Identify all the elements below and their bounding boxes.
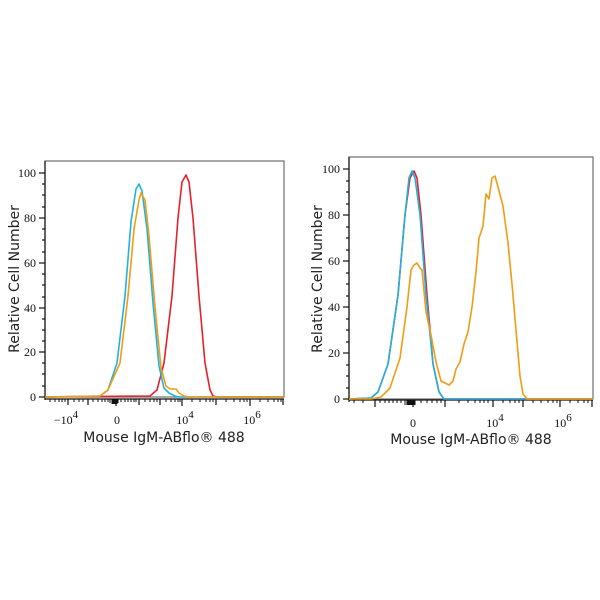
y-tick-label: 80 [328, 208, 340, 222]
right-y-tick-labels: 100 80 60 40 20 0 [322, 162, 340, 406]
y-tick-label: 40 [328, 300, 340, 314]
left-blue-curve [44, 183, 284, 398]
x-tick-label: 106 [243, 409, 261, 427]
left-x-axis [45, 398, 284, 406]
x-tick-label: 0 [114, 413, 120, 427]
y-tick-label: 60 [24, 256, 36, 270]
right-y-axis [343, 157, 350, 402]
right-x-tick-labels: 0 104 106 [410, 412, 572, 430]
left-x-axis-title: Mouse IgM-ABflo® 488 [83, 430, 244, 446]
right-x-axis [349, 399, 593, 407]
y-tick-label: 0 [334, 392, 340, 406]
x-tick-label: 104 [176, 409, 194, 427]
left-y-axis-title: Relative Cell Number [7, 205, 23, 353]
x-tick-label: 0 [410, 416, 416, 430]
right-blue-curve [348, 170, 593, 400]
right-x-axis-title: Mouse IgM-ABflo® 488 [390, 432, 551, 448]
y-tick-label: 20 [24, 345, 36, 359]
right-plot-frame [348, 156, 594, 400]
right-red-curve [348, 170, 593, 400]
y-tick-label: 0 [30, 390, 36, 404]
right-histogram-panel: 100 80 60 40 20 0 Relative Cell Number [310, 156, 594, 448]
x-tick-label: 104 [486, 412, 504, 430]
y-tick-label: 20 [328, 346, 340, 360]
left-x-minor-ticks [49, 399, 282, 404]
left-orange-curve [44, 192, 284, 398]
y-tick-label: 100 [322, 162, 340, 176]
y-tick-label: 80 [24, 211, 36, 225]
x-tick-label: 106 [554, 412, 572, 430]
right-x-minor-ticks [353, 400, 589, 405]
left-y-tick-labels: 100 80 60 40 20 0 [18, 166, 36, 404]
left-histogram-curves [44, 174, 284, 398]
right-histogram-curves [348, 170, 593, 400]
left-red-curve [44, 174, 284, 398]
y-tick-label: 60 [328, 254, 340, 268]
left-x-tick-labels: −104 0 104 106 [54, 409, 261, 427]
left-y-axis [39, 161, 46, 400]
x-tick-label: −104 [54, 409, 79, 427]
right-y-axis-title: Relative Cell Number [310, 205, 326, 353]
y-tick-label: 100 [18, 166, 36, 180]
y-tick-label: 40 [24, 301, 36, 315]
right-orange-curve [349, 175, 593, 400]
left-histogram-panel: 100 80 60 40 20 0 Relative Cell Number [7, 160, 285, 446]
